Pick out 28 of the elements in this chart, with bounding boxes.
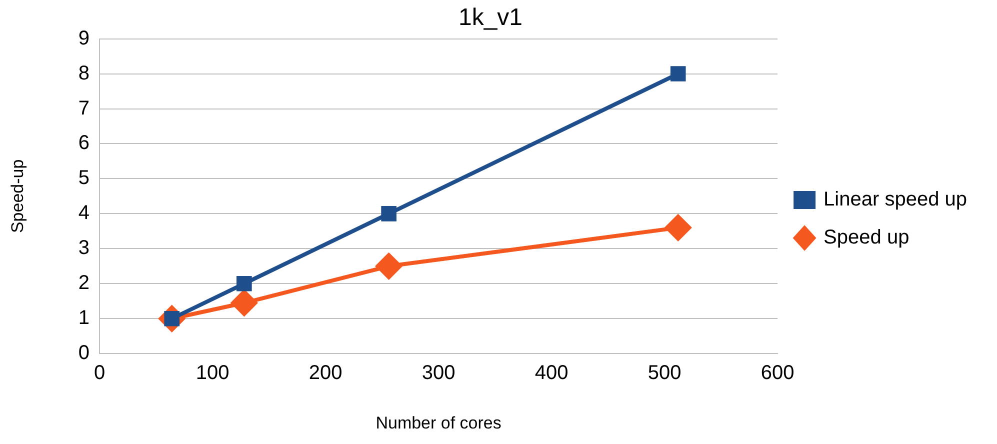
y-tick-label: 2 [78, 272, 90, 294]
x-tick-label: 100 [196, 362, 230, 384]
y-tick-label: 9 [78, 27, 90, 50]
chart-title: 1k_v1 [458, 4, 523, 32]
legend-label: Linear speed up [824, 188, 968, 211]
x-tick-label: 600 [760, 362, 794, 384]
x-tick-label: 500 [648, 362, 682, 384]
x-tick-label: 200 [308, 362, 342, 384]
y-tick-label: 7 [78, 97, 90, 120]
x-tick-label: 400 [534, 362, 568, 384]
x-tick-label: 300 [422, 362, 456, 384]
y-tick-label: 1 [78, 307, 90, 330]
y-tick-label: 4 [78, 202, 90, 224]
x-tick-label: 0 [94, 362, 106, 384]
y-tick-label: 3 [78, 237, 90, 260]
point [231, 290, 258, 316]
y-axis-title: Speed-up [8, 159, 27, 234]
y-tick-label: 8 [78, 62, 90, 84]
y-tick-label: 5 [78, 167, 90, 190]
point [381, 206, 396, 222]
y-tick-label: 6 [78, 132, 90, 154]
point [670, 66, 686, 82]
y-tick-label: 0 [78, 342, 90, 364]
legend-label: Speed up [824, 226, 910, 249]
x-axis-title: Number of cores [376, 413, 502, 432]
point [236, 276, 252, 292]
point [376, 253, 402, 280]
point [665, 214, 692, 241]
